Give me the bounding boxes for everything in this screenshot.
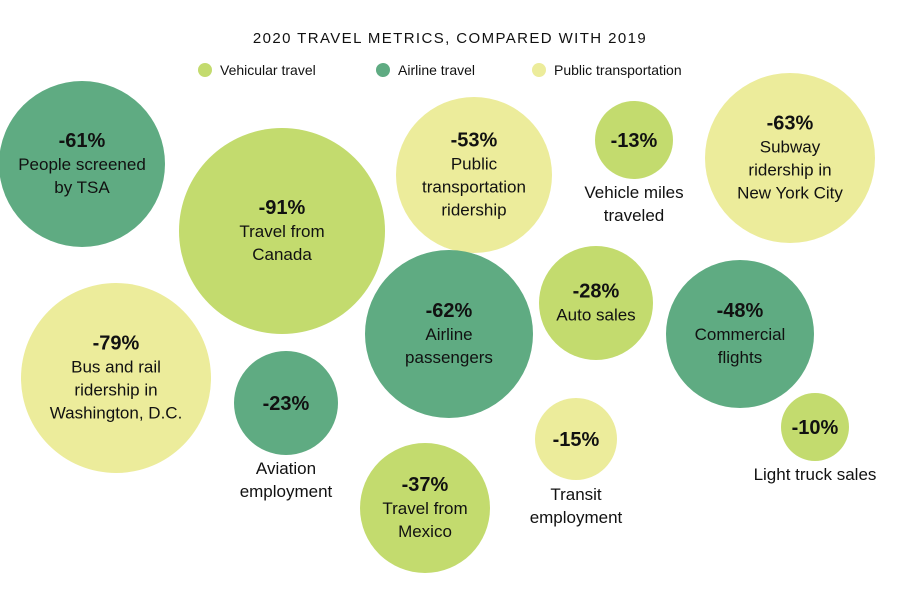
bubble-label-0-0: People screened <box>18 155 146 174</box>
bubble-7: -62% Airline passengers <box>365 250 533 418</box>
bubble-11: -15% Transit employment <box>530 398 623 527</box>
bubble-label-1-0: Travel from <box>239 222 324 241</box>
bubble-label-3-0: Vehicle miles <box>584 183 683 202</box>
bubble-label-2-0: Public <box>451 154 498 173</box>
bubble-value-12: -10% <box>792 417 839 439</box>
bubble-circle-8 <box>539 246 653 360</box>
bubble-10: -37% Travel from Mexico <box>360 443 490 573</box>
bubble-0: -61% People screened by TSA <box>0 81 165 247</box>
bubble-value-8: -28% <box>573 280 620 302</box>
bubble-label-5-2: Washington, D.C. <box>50 403 183 422</box>
bubble-label-0-1: by TSA <box>54 178 110 197</box>
legend-swatch-public <box>532 63 546 77</box>
bubble-circle-2 <box>396 97 552 253</box>
bubble-circle-5 <box>21 283 211 473</box>
bubble-label-6-0: Aviation <box>256 459 316 478</box>
bubble-9: -48% Commercial flights <box>666 260 814 408</box>
bubble-label-11-1: employment <box>530 508 623 527</box>
bubble-value-4: -63% <box>767 112 814 134</box>
legend-item-airline: Airline travel <box>376 62 475 78</box>
bubble-circle-1 <box>179 128 385 334</box>
bubble-label-11-0: Transit <box>550 485 602 504</box>
bubble-label-4-1: ridership in <box>748 160 831 179</box>
bubble-label-3-1: traveled <box>604 206 664 225</box>
bubble-3: -13% Vehicle miles traveled <box>584 101 684 225</box>
bubble-circle-6 <box>234 351 338 455</box>
legend-item-public: Public transportation <box>532 62 682 78</box>
bubble-value-3: -13% <box>611 130 658 152</box>
bubble-8: -28% Auto sales <box>539 246 653 360</box>
bubble-value-10: -37% <box>402 474 449 496</box>
legend-label-vehicular: Vehicular travel <box>220 62 316 78</box>
bubble-value-9: -48% <box>717 300 764 322</box>
legend-item-vehicular: Vehicular travel <box>198 62 316 78</box>
bubble-circle-0 <box>0 81 165 247</box>
bubble-value-11: -15% <box>553 429 600 451</box>
legend-swatch-airline <box>376 63 390 77</box>
bubble-label-9-1: flights <box>718 348 762 367</box>
bubble-label-5-1: ridership in <box>74 380 157 399</box>
bubble-label-8-0: Auto sales <box>556 305 635 324</box>
bubble-label-10-1: Mexico <box>398 522 452 541</box>
bubble-circle-12 <box>781 393 849 461</box>
bubble-value-5: -79% <box>93 332 140 354</box>
bubble-circle-10 <box>360 443 490 573</box>
bubble-label-12-0: Light truck sales <box>754 465 877 484</box>
bubble-label-4-2: New York City <box>737 183 843 202</box>
bubble-label-9-0: Commercial <box>695 325 786 344</box>
bubble-label-5-0: Bus and rail <box>71 357 161 376</box>
bubble-value-0: -61% <box>59 130 106 152</box>
bubble-circle-9 <box>666 260 814 408</box>
bubble-value-2: -53% <box>451 129 498 151</box>
bubble-1: -91% Travel from Canada <box>179 128 385 334</box>
bubble-value-1: -91% <box>259 197 306 219</box>
bubble-label-1-1: Canada <box>252 245 312 264</box>
bubble-label-10-0: Travel from <box>382 499 467 518</box>
legend-label-airline: Airline travel <box>398 62 476 78</box>
bubble-circle-7 <box>365 250 533 418</box>
bubble-12: -10% Light truck sales <box>754 393 877 484</box>
legend: Vehicular travel Airline travel Public t… <box>0 62 900 82</box>
bubble-5: -79% Bus and rail ridership in Washington, … <box>21 283 211 473</box>
bubble-value-7: -62% <box>426 300 473 322</box>
bubble-2: -53% Public transportation ridership <box>396 97 552 253</box>
bubble-label-2-1: transportation <box>422 177 526 196</box>
bubble-circle-11 <box>535 398 617 480</box>
bubble-label-7-1: passengers <box>405 348 493 367</box>
bubble-circle-3 <box>595 101 673 179</box>
legend-swatch-vehicular <box>198 63 212 77</box>
bubble-label-6-1: employment <box>240 482 333 501</box>
bubble-label-4-0: Subway <box>760 137 821 156</box>
bubble-circle-4 <box>705 73 875 243</box>
bubble-value-6: -23% <box>263 393 310 415</box>
bubble-label-7-0: Airline <box>425 325 472 344</box>
legend-label-public: Public transportation <box>554 62 682 78</box>
bubble-4: -63% Subway ridership in New York City <box>705 73 875 243</box>
bubble-6: -23% Aviation employment <box>234 351 338 501</box>
bubble-label-2-2: ridership <box>441 200 506 219</box>
chart-title: 2020 TRAVEL METRICS, COMPARED WITH 2019 <box>252 30 648 47</box>
